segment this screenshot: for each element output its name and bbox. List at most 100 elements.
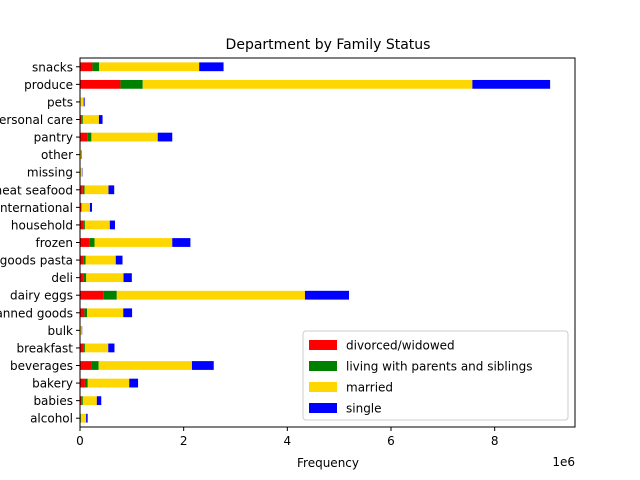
y-tick-label: canned goods xyxy=(0,306,73,320)
bar-deli-series-0 xyxy=(80,273,84,283)
bar-frozen-series-1 xyxy=(89,238,95,247)
bar-beverages-series-3 xyxy=(191,361,214,370)
y-tick-label: bulk xyxy=(47,324,73,338)
bar-deli-series-3 xyxy=(123,273,132,283)
bars-layer xyxy=(80,62,551,423)
bar-international-series-2 xyxy=(81,202,90,212)
x-tick-label: 2 xyxy=(180,434,188,448)
bar-other-series-2 xyxy=(80,150,82,160)
y-tick-label: deli xyxy=(51,271,73,285)
bar-meat-seafood-series-2 xyxy=(84,185,109,195)
bar-canned-goods-series-2 xyxy=(87,308,124,318)
legend-box xyxy=(302,330,569,421)
legend-label: divorced/widowed xyxy=(346,339,455,353)
bar-babies-series-3 xyxy=(96,396,102,406)
y-tick-label: meat seafood xyxy=(0,183,73,197)
bar-meat-seafood-series-3 xyxy=(108,185,115,195)
y-tick-label: alcohol xyxy=(30,412,73,426)
legend-swatch xyxy=(309,340,337,350)
bar-babies-series-0 xyxy=(80,396,82,406)
bar-international-series-0 xyxy=(80,202,82,212)
bar-produce-series-0 xyxy=(80,79,121,89)
y-tick-label: frozen xyxy=(35,236,73,250)
y-tick-label: produce xyxy=(24,78,73,92)
bar-produce-series-1 xyxy=(120,79,143,89)
bar-bakery-series-2 xyxy=(87,378,130,388)
bar-frozen-series-2 xyxy=(94,238,173,247)
bar-breakfast-series-3 xyxy=(108,343,115,353)
chart-title: Department by Family Status xyxy=(226,37,431,53)
x-scale-label: 1e6 xyxy=(552,455,575,469)
y-tick-label: pets xyxy=(47,95,73,109)
x-tick-label: 6 xyxy=(387,434,395,448)
bar-household-series-2 xyxy=(84,220,110,230)
bar-beverages-series-1 xyxy=(91,361,99,370)
x-tick-layer: 0 2 4 6 8 xyxy=(76,427,498,448)
x-tick-label: 0 xyxy=(76,434,84,448)
legend-label: married xyxy=(346,381,393,395)
bar-dairy-eggs-series-3 xyxy=(304,290,350,300)
bar-dairy-eggs-series-2 xyxy=(116,290,305,300)
bar-personal-care-series-1 xyxy=(81,115,83,124)
plot-frame xyxy=(79,57,576,428)
y-tick-label: babies xyxy=(33,394,73,408)
bar-dry-goods-pasta-series-3 xyxy=(115,255,123,265)
bar-snacks-series-3 xyxy=(199,62,224,72)
x-axis-label: Frequency xyxy=(297,456,359,470)
bar-personal-care-series-2 xyxy=(82,115,99,124)
bar-pantry-series-3 xyxy=(157,132,173,142)
y-tick-label: breakfast xyxy=(16,341,73,355)
bar-canned-goods-series-3 xyxy=(123,308,133,318)
bar-breakfast-series-2 xyxy=(84,343,109,353)
y-tick-label: other xyxy=(41,148,73,162)
bar-personal-care-series-3 xyxy=(98,115,103,124)
y-tick-label: international xyxy=(0,201,73,215)
bar-pets-series-3 xyxy=(83,97,85,107)
bar-deli-series-1 xyxy=(83,273,87,283)
y-tick-label: snacks xyxy=(32,60,73,74)
x-tick-label: 8 xyxy=(491,434,499,448)
bar-missing-series-2 xyxy=(80,167,83,177)
bar-international-series-3 xyxy=(89,202,93,212)
bar-breakfast-series-1 xyxy=(83,343,85,353)
bar-bakery-series-0 xyxy=(80,378,85,388)
bar-snacks-series-2 xyxy=(99,62,200,72)
bar-beverages-series-2 xyxy=(98,361,192,370)
legend-swatch xyxy=(309,382,337,392)
bar-personal-care-series-0 xyxy=(80,115,82,124)
bar-dairy-eggs-series-1 xyxy=(103,290,117,300)
bar-pantry-series-0 xyxy=(80,132,88,142)
bar-meat-seafood-series-0 xyxy=(80,185,83,195)
bar-pantry-series-1 xyxy=(87,132,92,142)
bar-beverages-series-0 xyxy=(80,361,92,370)
legend-swatch xyxy=(309,361,337,371)
y-tick-label: pantry xyxy=(34,131,73,145)
bar-dry-goods-pasta-series-2 xyxy=(85,255,116,265)
y-tick-layer: alcohol babies bakery beverages breakfast bul… xyxy=(0,60,80,426)
y-tick-label: household xyxy=(11,218,73,232)
bar-dairy-eggs-series-0 xyxy=(80,290,104,300)
bar-canned-goods-series-0 xyxy=(80,308,85,318)
bar-deli-series-2 xyxy=(86,273,124,283)
y-tick-label: missing xyxy=(27,166,73,180)
bar-international-series-1 xyxy=(81,202,82,212)
y-tick-label: personal care xyxy=(0,113,73,127)
y-tick-label: dry goods pasta xyxy=(0,254,73,268)
bar-bakery-series-3 xyxy=(129,378,139,388)
bar-meat-seafood-series-1 xyxy=(82,185,85,195)
bar-pantry-series-2 xyxy=(91,132,158,142)
bar-produce-series-3 xyxy=(472,79,551,89)
bar-household-series-1 xyxy=(83,220,85,230)
legend-swatch xyxy=(309,403,337,413)
bar-alcohol-series-2 xyxy=(80,413,87,423)
x-tick-label: 4 xyxy=(284,434,292,448)
bar-frozen-series-3 xyxy=(172,238,191,247)
bar-snacks-series-1 xyxy=(92,62,100,72)
bar-alcohol-series-3 xyxy=(86,413,88,423)
bar-household-series-0 xyxy=(80,220,84,230)
bar-dry-goods-pasta-series-1 xyxy=(83,255,86,265)
bar-dry-goods-pasta-series-0 xyxy=(80,255,84,265)
bar-bulk-series-2 xyxy=(80,325,82,335)
